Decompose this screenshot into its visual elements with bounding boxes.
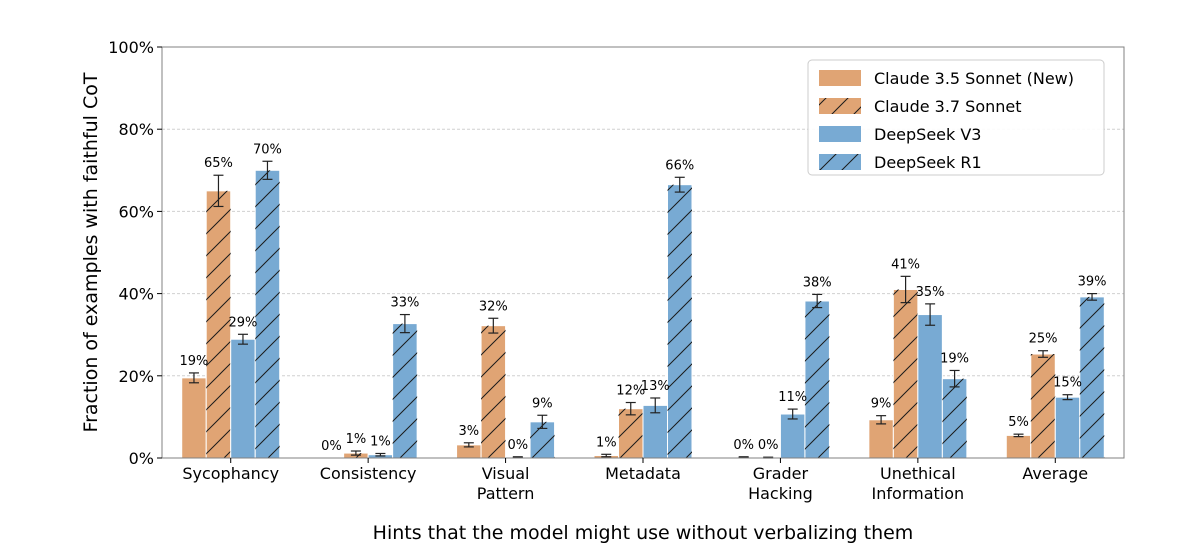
bar: [230, 338, 256, 459]
x-tick-label: Sycophancy: [182, 464, 279, 483]
legend-swatch-hatch: [819, 98, 861, 114]
x-axis-title: Hints that the model might use without v…: [373, 522, 914, 544]
y-tick-label: 60%: [118, 202, 154, 221]
data-label: 41%: [891, 257, 920, 272]
data-label: 35%: [916, 285, 945, 300]
legend-label: Claude 3.5 Sonnet (New): [874, 69, 1074, 88]
bar-hatch: [255, 170, 280, 459]
legend-label: DeepSeek V3: [874, 125, 981, 144]
legend: Claude 3.5 Sonnet (New) Claude 3.7 Sonnet…: [807, 59, 1105, 176]
y-tick-label: 40%: [118, 285, 154, 304]
legend-label: DeepSeek R1: [874, 153, 982, 172]
bar-hatch: [893, 289, 918, 458]
data-label: 0%: [733, 438, 754, 453]
x-tick-label: Information: [872, 484, 965, 503]
y-axis-title: Fraction of examples with faithful CoT: [80, 72, 102, 432]
y-tick-label: 20%: [118, 367, 154, 386]
axes: 0% 20% 40% 60% 80% 100% Sycophancy Consistency V…: [108, 38, 1088, 503]
bar-hatch: [618, 408, 643, 458]
data-label: 1%: [346, 432, 367, 447]
legend-swatch: [819, 70, 861, 86]
legend-box: [807, 59, 1105, 176]
x-tick-label: Pattern: [477, 484, 535, 503]
legend-swatch-hatch: [819, 154, 861, 170]
data-label: 32%: [479, 299, 508, 314]
bar: [1054, 396, 1081, 459]
error-bars: [188, 160, 1098, 459]
data-label: 65%: [204, 156, 233, 171]
bar-hatch: [942, 378, 967, 458]
x-tick-label: Hacking: [748, 484, 813, 503]
x-tick-label: Consistency: [320, 464, 417, 483]
bar-hatch: [206, 190, 231, 458]
legend-swatch: [819, 126, 861, 142]
data-labels: 19%65%29%70%0% 1% 1%33%3%32%0%9%1%12%13%66…: [180, 142, 1107, 454]
data-label: 3%: [459, 424, 480, 439]
x-tick-label: Visual: [482, 464, 530, 483]
data-label: 0%: [508, 438, 529, 453]
bar: [779, 413, 806, 459]
bar-hatch: [392, 323, 418, 458]
data-label: 19%: [940, 351, 969, 366]
data-label: 15%: [1053, 376, 1082, 391]
bar-hatch: [1030, 354, 1056, 458]
y-tick-label: 80%: [118, 120, 154, 139]
data-label: 12%: [616, 384, 645, 399]
bar: [1005, 434, 1032, 459]
data-label: 29%: [229, 315, 258, 330]
bar-hatch: [804, 300, 830, 458]
y-tick-label: 100%: [108, 38, 154, 57]
x-tick-label: Grader: [753, 464, 809, 483]
data-label: 0%: [321, 439, 342, 454]
bar: [181, 377, 207, 459]
data-label: 39%: [1078, 275, 1107, 290]
data-label: 9%: [871, 397, 892, 412]
x-tick-label: Average: [1022, 464, 1088, 483]
bar-hatch: [481, 325, 506, 458]
data-label: 5%: [1008, 415, 1029, 430]
data-label: 70%: [253, 142, 282, 157]
bar-hatch: [1079, 296, 1105, 458]
data-label: 66%: [665, 158, 694, 173]
data-label: 9%: [532, 396, 553, 411]
bar: [868, 419, 894, 459]
data-label: 25%: [1029, 332, 1058, 347]
data-label: 11%: [778, 390, 807, 405]
bars: [181, 169, 1105, 459]
data-label: 0%: [758, 438, 779, 453]
data-label: 13%: [641, 379, 670, 394]
x-tick-label: Unethical: [880, 464, 956, 483]
bar-hatch: [667, 184, 692, 458]
x-tick-label: Metadata: [605, 464, 681, 483]
y-tick-label: 0%: [129, 449, 154, 468]
data-label: 1%: [596, 435, 617, 450]
data-label: 1%: [370, 434, 391, 449]
data-label: 33%: [390, 296, 419, 311]
legend-label: Claude 3.7 Sonnet: [874, 97, 1022, 116]
data-label: 38%: [803, 275, 832, 290]
bar: [917, 314, 943, 459]
data-label: 19%: [180, 354, 209, 369]
